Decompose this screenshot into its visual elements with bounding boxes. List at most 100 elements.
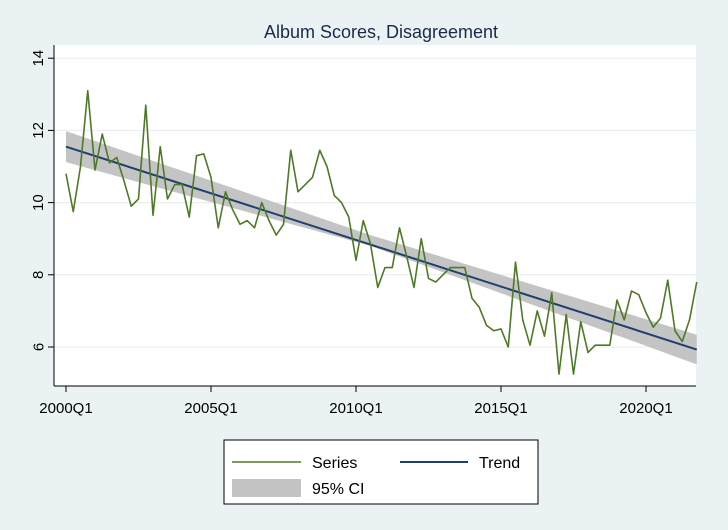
x-tick-label-3: 2015Q1 (474, 400, 527, 417)
series-point (130, 205, 132, 207)
x-tick-label-1: 2005Q1 (184, 400, 237, 417)
series-point (420, 238, 422, 240)
series-point (362, 219, 364, 221)
series-point (485, 324, 487, 326)
series-point (268, 219, 270, 221)
series-point (594, 344, 596, 346)
series-point (507, 346, 509, 348)
legend: Series Trend 95% CI (223, 439, 539, 505)
y-tick-label-2: 10 (30, 194, 47, 211)
series-point (181, 183, 183, 185)
series-point (224, 191, 226, 193)
series-point (536, 310, 538, 312)
series-point (108, 162, 110, 164)
series-point (522, 319, 524, 321)
x-tick-label-2: 2010Q1 (329, 400, 382, 417)
series-point (65, 173, 67, 175)
series-point (623, 319, 625, 321)
series-point (137, 198, 139, 200)
series-point (94, 169, 96, 171)
series-point (253, 227, 255, 229)
series-point (435, 281, 437, 283)
series-point (696, 281, 698, 283)
series-point (442, 274, 444, 276)
y-tick-label-1: 8 (30, 271, 47, 279)
series-point (478, 306, 480, 308)
trend-line (65, 145, 698, 351)
chart-title: Album Scores, Disagreement (264, 22, 498, 42)
series-point (145, 104, 147, 106)
y-tick-label-0: 6 (30, 343, 47, 351)
series-point (311, 176, 313, 178)
series-point (413, 286, 415, 288)
series-point (217, 227, 219, 229)
series-point (290, 149, 292, 151)
axes: 6 8 10 12 14 2000Q1 2005Q1 2010Q1 2015Q1 2020Q1 (30, 45, 696, 417)
series-point (638, 293, 640, 295)
series-point (79, 165, 81, 167)
trend-series (65, 145, 698, 351)
series-point (398, 227, 400, 229)
series-point (340, 201, 342, 203)
series-line (65, 89, 698, 375)
series-point (384, 266, 386, 268)
series-point (543, 335, 545, 337)
x-tick-label-4: 2020Q1 (619, 400, 672, 417)
series-point (203, 153, 205, 155)
series-point (101, 133, 103, 135)
series-point (493, 330, 495, 332)
series-point (87, 89, 89, 91)
series-point (667, 279, 669, 281)
series-point (275, 234, 277, 236)
series-point (652, 326, 654, 328)
series-point (681, 340, 683, 342)
series-point (72, 210, 74, 212)
series-point (391, 266, 393, 268)
series-point (319, 149, 321, 151)
series-point (558, 373, 560, 375)
series-point (427, 277, 429, 279)
series-point (529, 344, 531, 346)
series-point (174, 183, 176, 185)
series-point (188, 216, 190, 218)
series-point (116, 156, 118, 158)
y-tick-label-4: 14 (30, 50, 47, 67)
series-point (406, 256, 408, 258)
series-point (601, 344, 603, 346)
series-point (152, 214, 154, 216)
series-point (348, 216, 350, 218)
series-point (123, 180, 125, 182)
data-series (65, 89, 698, 375)
series-point (210, 176, 212, 178)
series-point (377, 286, 379, 288)
series-point (304, 183, 306, 185)
legend-ci-swatch (232, 479, 301, 497)
y-tick-label-3: 12 (30, 122, 47, 139)
series-point (565, 313, 567, 315)
series-point (616, 299, 618, 301)
series-point (572, 373, 574, 375)
series-point (464, 266, 466, 268)
series-point (232, 209, 234, 211)
series-point (297, 191, 299, 193)
series-point (239, 223, 241, 225)
legend-ci-label: 95% CI (312, 481, 364, 498)
series-point (659, 317, 661, 319)
plot-area (54, 45, 696, 386)
series-point (551, 292, 553, 294)
series-point (645, 312, 647, 314)
legend-series-label: Series (312, 455, 357, 472)
series-point (456, 266, 458, 268)
x-tick-label-0: 2000Q1 (39, 400, 92, 417)
series-point (609, 344, 611, 346)
series-point (282, 223, 284, 225)
legend-trend-label: Trend (479, 455, 520, 472)
series-point (355, 259, 357, 261)
series-point (333, 194, 335, 196)
series-point (471, 297, 473, 299)
series-point (195, 154, 197, 156)
series-point (630, 290, 632, 292)
series-point (514, 261, 516, 263)
